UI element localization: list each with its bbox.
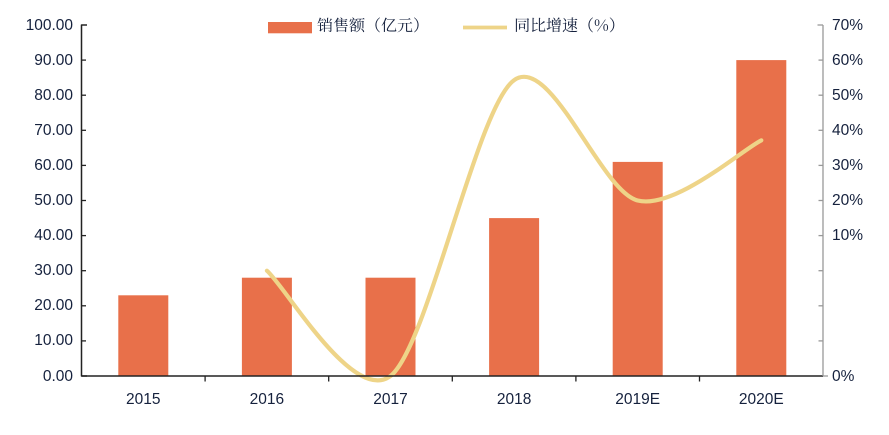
- svg-text:60%: 60%: [832, 52, 863, 69]
- svg-text:20%: 20%: [832, 192, 863, 209]
- svg-text:40%: 40%: [832, 122, 863, 139]
- svg-text:10%: 10%: [832, 227, 863, 244]
- svg-text:2016: 2016: [250, 391, 284, 408]
- svg-text:20.00: 20.00: [34, 297, 73, 314]
- svg-text:60.00: 60.00: [34, 157, 73, 174]
- svg-text:2019E: 2019E: [615, 391, 660, 408]
- svg-text:0%: 0%: [832, 368, 855, 385]
- svg-text:2020E: 2020E: [739, 391, 784, 408]
- svg-text:90.00: 90.00: [34, 52, 73, 69]
- svg-text:70.00: 70.00: [34, 122, 73, 139]
- svg-text:0.00: 0.00: [43, 368, 74, 385]
- svg-text:50%: 50%: [832, 87, 863, 104]
- svg-text:30.00: 30.00: [34, 262, 73, 279]
- svg-text:2017: 2017: [373, 391, 407, 408]
- svg-text:2018: 2018: [497, 391, 531, 408]
- svg-text:2015: 2015: [126, 391, 160, 408]
- svg-text:40.00: 40.00: [34, 227, 73, 244]
- svg-text:10.00: 10.00: [34, 332, 73, 349]
- svg-text:30%: 30%: [832, 157, 863, 174]
- svg-text:同比增速（%）: 同比增速（%）: [514, 13, 625, 36]
- svg-text:80.00: 80.00: [34, 87, 73, 104]
- svg-text:销售额（亿元）: 销售额（亿元）: [317, 13, 429, 36]
- svg-text:70%: 70%: [832, 17, 863, 34]
- svg-text:100.00: 100.00: [26, 17, 74, 34]
- svg-text:50.00: 50.00: [34, 192, 73, 209]
